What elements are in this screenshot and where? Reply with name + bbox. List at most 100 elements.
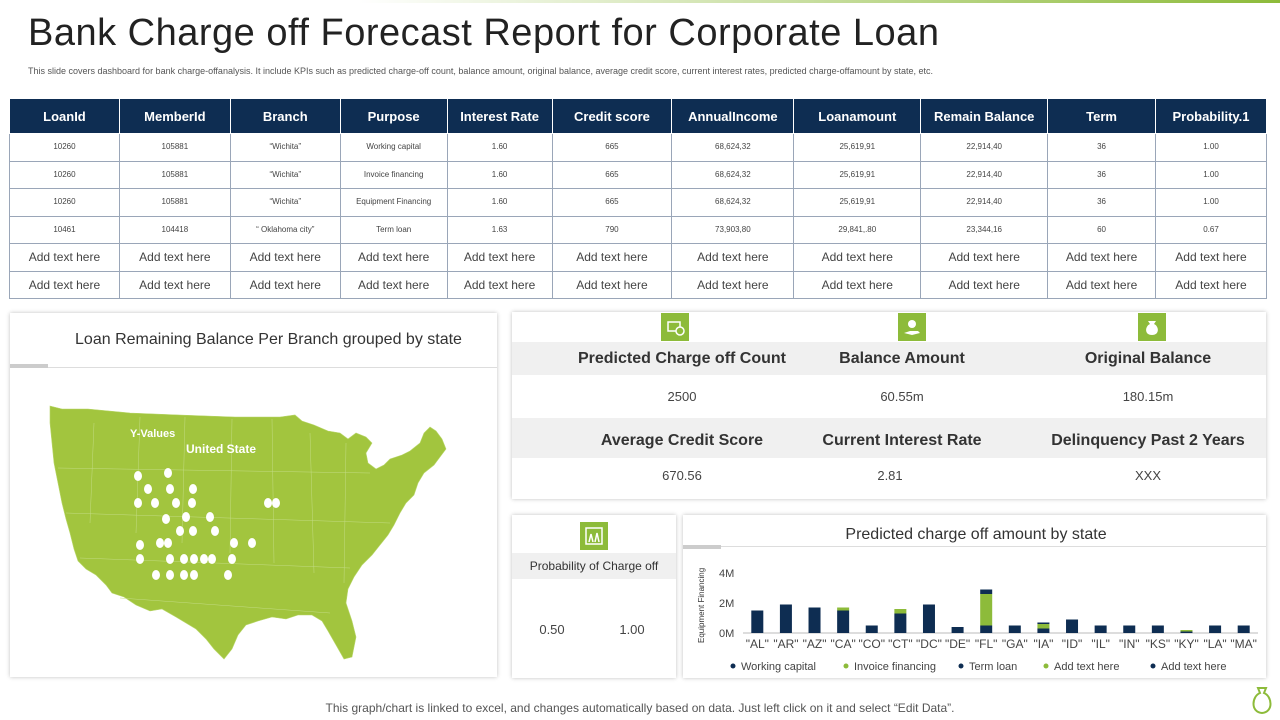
table-cell: 104418: [118, 215, 231, 244]
map-dot: [151, 498, 159, 508]
table-header-cell: Probability.1: [1155, 98, 1267, 134]
table-cell: Add text here: [671, 270, 795, 299]
table-cell: 665: [551, 188, 673, 217]
chart-legend-marker: [730, 663, 736, 669]
chart-bar: [837, 610, 850, 633]
table-cell: 29,841,.80: [793, 215, 922, 244]
balance-amount-label: Balance Amount: [839, 350, 965, 367]
loan-table: LoanId MemberId Branch Purpose Interest Rate…: [9, 98, 1267, 299]
table-row: Add text here Add text here Add text here A…: [9, 270, 1267, 299]
table-header-cell: MemberId: [118, 98, 231, 134]
table-header-cell: AnnualIncome: [671, 98, 795, 134]
chart-bar: [980, 625, 993, 633]
table-cell: Add text here: [1155, 243, 1267, 272]
table-cell: Invoice financing: [339, 160, 448, 189]
table-header-cell: Credit score: [551, 98, 673, 134]
top-accent-line: [0, 0, 1280, 3]
table-cell: Add text here: [793, 243, 922, 272]
table-cell: 36: [1047, 188, 1156, 217]
chart-bar: [1180, 631, 1193, 633]
table-cell: Add text here: [446, 270, 553, 299]
table-cell: Add text here: [551, 243, 673, 272]
map-dot: [156, 538, 164, 548]
table-header-cell: Interest Rate: [446, 98, 553, 134]
chart-legend-marker: [1043, 663, 1049, 669]
table-header-cell: LoanId: [9, 98, 120, 134]
chart-x-tick-label: "FL": [975, 637, 998, 651]
table-cell: Add text here: [551, 270, 673, 299]
table-cell: Add text here: [920, 243, 1049, 272]
interest-rate-label: Current Interest Rate: [822, 432, 982, 449]
table-cell: Add text here: [339, 270, 448, 299]
chart-y-tick-label: 4M: [719, 568, 734, 580]
map-y-values-label: Y-Values: [130, 428, 175, 440]
chart-x-tick-label: "MA": [1230, 637, 1257, 651]
table-cell: 68,624,32: [671, 133, 795, 162]
map-dot: [190, 554, 198, 564]
balance-amount-icon: [898, 313, 926, 341]
map-dot: [200, 554, 208, 564]
map-dot: [208, 554, 216, 564]
map-divider-accent: [10, 364, 48, 368]
map-dot: [189, 484, 197, 494]
table-cell: 790: [551, 215, 673, 244]
footer-note: This graph/chart is linked to excel, and…: [325, 701, 955, 715]
chart-bar: [1237, 625, 1250, 633]
table-cell: Add text here: [793, 270, 922, 299]
chart-legend-label: Invoice financing: [854, 661, 936, 673]
map-dot: [230, 538, 238, 548]
table-cell: Add text here: [118, 270, 231, 299]
map-dot: [144, 484, 152, 494]
map-dot: [166, 554, 174, 564]
map-dot: [180, 554, 188, 564]
table-cell: “Wichita”: [229, 160, 341, 189]
map-dot: [248, 538, 256, 548]
page-title: Bank Charge off Forecast Report for Corp…: [28, 12, 940, 54]
chart-y-axis-label: Equipment Financing: [697, 568, 706, 643]
kpi-band-middle: [512, 418, 1266, 458]
chart-x-tick-label: "CA": [831, 637, 856, 651]
map-dot: [172, 498, 180, 508]
chart-bar: [894, 609, 907, 614]
table-cell: Add text here: [9, 270, 120, 299]
chart-x-tick-label: "DE": [945, 637, 970, 651]
chart-legend-marker: [958, 663, 964, 669]
chart-x-tick-label: "KS": [1146, 637, 1171, 651]
table-header-row: LoanId MemberId Branch Purpose Interest Rate…: [9, 98, 1267, 134]
charge-off-chart: Predicted charge off amount by state Equi…: [683, 526, 1266, 673]
chart-bar: [894, 613, 907, 633]
chart-legend-label: Term loan: [969, 661, 1017, 673]
balance-amount-value: 60.55m: [880, 389, 924, 404]
chart-bar: [1151, 625, 1164, 633]
table-cell: 1.63: [446, 215, 553, 244]
map-panel: Loan Remaining Balance Per Branch groupe…: [10, 313, 497, 677]
table-header-cell: Remain Balance: [920, 98, 1049, 134]
chart-bar: [779, 604, 792, 633]
table-cell: 105881: [118, 188, 231, 217]
chart-x-tick-label: "DC": [916, 637, 942, 651]
chart-x-tick-label: "LA": [1203, 637, 1226, 651]
chart-bar: [1180, 630, 1193, 632]
map-dot: [134, 471, 142, 481]
table-header-cell: Purpose: [339, 98, 448, 134]
table-header-cell: Loanamount: [793, 98, 922, 134]
table-cell: 22,914,40: [920, 160, 1049, 189]
table-cell: 665: [551, 160, 673, 189]
probability-value-2: 1.00: [619, 622, 645, 637]
kpi-panel: Predicted Charge off Count Balance Amoun…: [512, 312, 1266, 499]
table-cell: Working capital: [339, 133, 448, 162]
map-dot: [224, 570, 232, 580]
table-cell: Add text here: [1155, 270, 1267, 299]
table-cell: 1.60: [446, 188, 553, 217]
chart-x-tick-label: "CO": [858, 637, 885, 651]
table-cell: Add text here: [446, 243, 553, 272]
chart-bar: [922, 607, 935, 633]
table-cell: Add text here: [920, 270, 1049, 299]
chart-x-tick-label: "IN": [1119, 637, 1140, 651]
credit-score-value: 670.56: [662, 468, 702, 483]
chart-bar: [1037, 624, 1050, 629]
chart-panel: Predicted charge off amount by state Equi…: [683, 515, 1266, 678]
charge-off-count-icon: [661, 313, 689, 341]
chart-bar: [837, 607, 850, 611]
table-cell: 105881: [118, 133, 231, 162]
